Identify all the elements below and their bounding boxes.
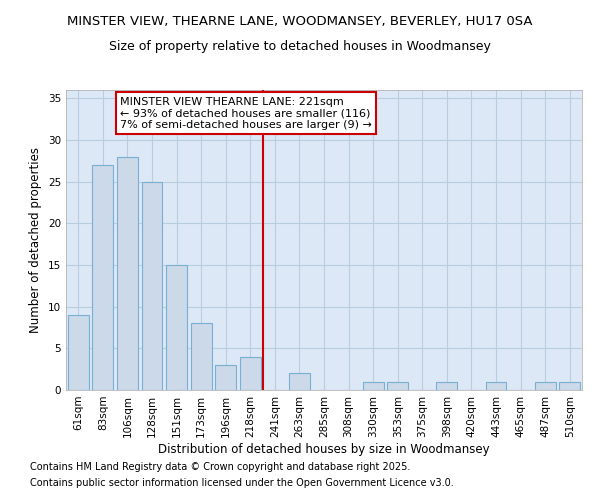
Text: Contains HM Land Registry data © Crown copyright and database right 2025.: Contains HM Land Registry data © Crown c…	[30, 462, 410, 472]
Text: MINSTER VIEW, THEARNE LANE, WOODMANSEY, BEVERLEY, HU17 0SA: MINSTER VIEW, THEARNE LANE, WOODMANSEY, …	[67, 15, 533, 28]
Bar	[92, 165, 113, 390]
Y-axis label: Number of detached properties: Number of detached properties	[29, 147, 43, 333]
Bar	[436, 382, 457, 390]
Bar	[240, 356, 261, 390]
Bar	[485, 382, 506, 390]
Bar	[117, 156, 138, 390]
Bar	[535, 382, 556, 390]
Bar	[387, 382, 408, 390]
Bar	[559, 382, 580, 390]
Text: Size of property relative to detached houses in Woodmansey: Size of property relative to detached ho…	[109, 40, 491, 53]
X-axis label: Distribution of detached houses by size in Woodmansey: Distribution of detached houses by size …	[158, 442, 490, 456]
Text: MINSTER VIEW THEARNE LANE: 221sqm
← 93% of detached houses are smaller (116)
7% : MINSTER VIEW THEARNE LANE: 221sqm ← 93% …	[120, 96, 372, 130]
Bar	[142, 182, 163, 390]
Bar	[191, 324, 212, 390]
Bar	[68, 315, 89, 390]
Bar	[215, 365, 236, 390]
Text: Contains public sector information licensed under the Open Government Licence v3: Contains public sector information licen…	[30, 478, 454, 488]
Bar	[289, 374, 310, 390]
Bar	[362, 382, 383, 390]
Bar	[166, 265, 187, 390]
